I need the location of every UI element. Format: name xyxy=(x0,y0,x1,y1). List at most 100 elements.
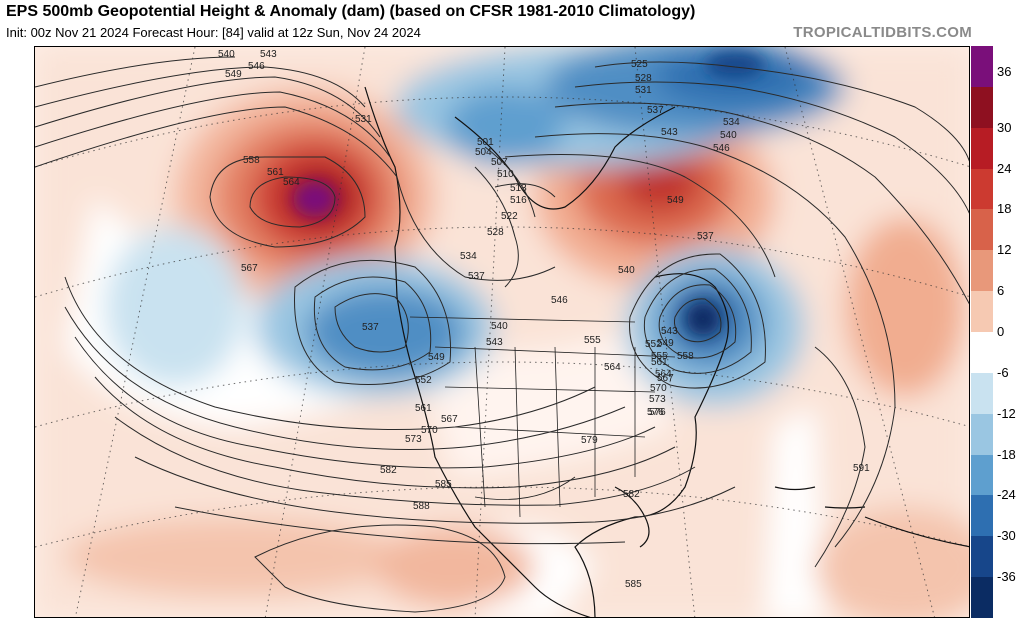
colorbar-tick-label: 36 xyxy=(997,64,1012,80)
contour-label: 537 xyxy=(362,322,379,333)
colorbar-tick-label: 18 xyxy=(997,201,1012,217)
contour-label: 525 xyxy=(631,59,648,70)
colorbar-segment xyxy=(971,291,993,333)
contour-label: 516 xyxy=(510,195,527,206)
contour-label: 582 xyxy=(380,465,397,476)
contour-label: 579 xyxy=(581,435,598,446)
contour-label: 540 xyxy=(720,130,737,141)
contour-label: 588 xyxy=(413,501,430,512)
contour-label: 564 xyxy=(283,177,300,188)
contour-label: 561 xyxy=(651,357,668,368)
colorbar-tick-label: -6 xyxy=(997,364,1009,380)
contour-label: 558 xyxy=(677,351,694,362)
colorbar-segment xyxy=(971,127,993,170)
colorbar-segment xyxy=(971,332,993,374)
colorbar-segment xyxy=(971,250,993,292)
colorbar-segment xyxy=(971,454,993,496)
colorbar-segment xyxy=(971,209,993,251)
contour-label: 504 xyxy=(475,147,492,158)
contour-label: 570 xyxy=(650,383,667,394)
anomaly-cores xyxy=(293,51,765,335)
colorbar-tick-label: -12 xyxy=(997,405,1016,421)
watermark: TROPICALTIDBITS.COM xyxy=(793,24,972,41)
contour-label: 567 xyxy=(441,414,458,425)
map-panel: 540 543 546 549 531 558 561 564 567 537 … xyxy=(34,46,970,618)
colorbar-segment xyxy=(971,577,993,619)
contour-label: 543 xyxy=(260,49,277,60)
colorbar-tick-label: -36 xyxy=(997,569,1016,585)
contour-label: 558 xyxy=(243,155,260,166)
contour-label: 561 xyxy=(415,403,432,414)
contour-label: 522 xyxy=(501,211,518,222)
contour-label: 591 xyxy=(853,463,870,474)
colorbar-tick-label: -18 xyxy=(997,446,1016,462)
contour-label: 534 xyxy=(723,117,740,128)
colorbar-tick-label: 6 xyxy=(997,283,1005,299)
colorbar-segment xyxy=(971,536,993,578)
colorbar-tick-label: 0 xyxy=(997,324,1005,339)
contour-label: 510 xyxy=(497,169,514,180)
contour-label: 549 xyxy=(667,195,684,206)
anomaly-shading xyxy=(35,47,969,617)
colorbar-tick-label: -30 xyxy=(997,528,1016,544)
contour-label: 576 xyxy=(647,407,664,418)
contour-label: 540 xyxy=(491,321,508,332)
contour-label: 549 xyxy=(657,338,674,349)
contour-label: 585 xyxy=(625,579,642,590)
contour-label: 540 xyxy=(618,265,635,276)
init-valid-info: Init: 00z Nov 21 2024 Forecast Hour: [84… xyxy=(6,25,421,40)
contour-label: 549 xyxy=(428,352,445,363)
contour-label: 576 xyxy=(649,407,666,418)
colorbar-tick-label: 24 xyxy=(997,160,1012,176)
contour-label: 537 xyxy=(647,105,664,116)
contour-label: 555 xyxy=(584,335,601,346)
contour-label: 582 xyxy=(623,489,640,500)
height-contours xyxy=(35,56,969,613)
anomaly-colorbar xyxy=(971,46,993,619)
colorbar-segment xyxy=(971,413,993,456)
contour-label: 543 xyxy=(661,326,678,337)
coastlines xyxy=(364,86,969,617)
contour-label: 540 xyxy=(218,49,235,60)
contour-label: 531 xyxy=(355,114,372,125)
contour-label: 567 xyxy=(657,373,674,384)
colorbar-segment xyxy=(971,168,993,210)
contour-label: 543 xyxy=(486,337,503,348)
contour-label: 585 xyxy=(435,479,452,490)
colorbar-tick-label: 30 xyxy=(997,119,1012,135)
contour-label: 552 xyxy=(415,375,432,386)
colorbar-tick-label: 12 xyxy=(997,242,1012,258)
colorbar-segment xyxy=(971,46,993,88)
contour-label: 573 xyxy=(649,394,666,405)
contour-label: 570 xyxy=(421,425,438,436)
contour-label: 501 xyxy=(477,137,494,148)
contour-label: 573 xyxy=(405,434,422,445)
page-title: EPS 500mb Geopotential Height & Anomaly … xyxy=(6,3,696,20)
map-canvas: 540 543 546 549 531 558 561 564 567 537 … xyxy=(35,47,969,617)
contour-label: 507 xyxy=(491,157,508,168)
contour-label: 546 xyxy=(551,295,568,306)
contour-label: 549 xyxy=(225,69,242,80)
contour-label: 531 xyxy=(635,85,652,96)
colorbar-tick-label: -24 xyxy=(997,487,1016,503)
contour-label: 537 xyxy=(468,271,485,282)
contour-label: 537 xyxy=(697,231,714,242)
contour-label: 528 xyxy=(635,73,652,84)
contour-label: 534 xyxy=(460,251,477,262)
contour-label: 561 xyxy=(267,167,284,178)
colorbar-segment xyxy=(971,86,993,129)
contour-label: 564 xyxy=(604,362,621,373)
contour-label: 555 xyxy=(651,351,668,362)
contour-label: 552 xyxy=(645,339,662,350)
contour-label: 567 xyxy=(241,263,258,274)
contour-label: 543 xyxy=(661,127,678,138)
colorbar-segment xyxy=(971,495,993,537)
contour-label: 546 xyxy=(248,61,265,72)
contour-label: 564 xyxy=(655,369,672,380)
political-borders xyxy=(409,316,676,518)
contour-labels: 540 543 546 549 531 558 561 564 567 537 … xyxy=(218,49,870,590)
contour-label: 513 xyxy=(510,183,527,194)
colorbar-segment xyxy=(971,372,993,415)
contour-label: 546 xyxy=(713,143,730,154)
contour-label: 528 xyxy=(487,227,504,238)
